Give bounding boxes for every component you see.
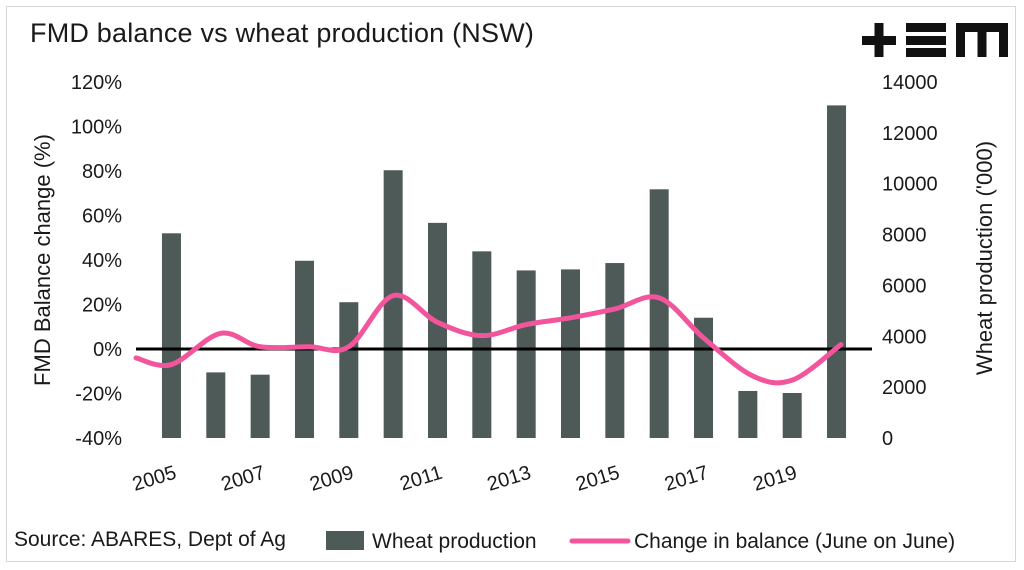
y-right-tick-label: 8000 <box>882 225 927 247</box>
y-left-tick-label: -40% <box>75 428 122 450</box>
x-tick-label: 2015 <box>573 462 622 496</box>
y-right-tick-label: 14000 <box>882 72 938 94</box>
x-tick-label: 2009 <box>307 462 356 496</box>
chart-frame <box>6 6 1016 562</box>
y-right-tick-label: 12000 <box>882 123 938 145</box>
x-tick-label: 2017 <box>662 462 711 496</box>
logo-m-icon <box>956 23 1008 57</box>
legend-label-change-in-balance: Change in balance (June on June) <box>634 530 955 553</box>
bar-2012 <box>472 251 492 438</box>
bar-2007 <box>250 374 270 438</box>
x-tick-label: 2005 <box>130 462 179 496</box>
y-left-tick-label: 20% <box>82 295 122 317</box>
x-tick-label: 2013 <box>485 462 534 496</box>
legend-swatch-wheat-production <box>326 531 364 550</box>
bar-2020 <box>827 105 847 438</box>
y-right-tick-label: 4000 <box>882 326 927 348</box>
y-left-tick-label: -20% <box>75 384 122 406</box>
y-right-tick-label: 2000 <box>882 377 927 399</box>
x-tick-label: 2011 <box>397 462 445 496</box>
bar-2016 <box>649 189 669 438</box>
bar-2013 <box>516 270 536 438</box>
y-right-tick-label: 10000 <box>882 174 938 196</box>
x-tick-label: 2007 <box>219 462 268 496</box>
logo-plus-icon <box>862 23 896 57</box>
y-right-axis-title: Wheat production ('000) <box>972 141 997 375</box>
bar-2014 <box>561 269 581 438</box>
y-left-tick-label: 120% <box>71 72 122 94</box>
bar-2019 <box>782 392 802 438</box>
bar-2018 <box>738 390 758 438</box>
y-left-tick-label: 100% <box>71 117 122 139</box>
y-left-tick-label: 40% <box>82 250 122 272</box>
y-left-tick-label: 60% <box>82 206 122 228</box>
bar-2010 <box>383 170 403 439</box>
chart-title: FMD balance vs wheat production (NSW) <box>30 18 535 48</box>
x-tick-label: 2019 <box>751 462 800 496</box>
bar-2005 <box>161 233 181 438</box>
tem-logo <box>862 23 1008 57</box>
logo-e-icon <box>906 23 946 57</box>
bar-2006 <box>206 372 226 438</box>
bar-2011 <box>427 222 447 438</box>
y-left-tick-label: 80% <box>82 161 122 183</box>
series-line-change-in-balance <box>133 292 844 386</box>
bar-2009 <box>339 302 359 438</box>
y-left-tick-label: 0% <box>93 339 122 361</box>
y-right-tick-label: 6000 <box>882 275 927 297</box>
y-left-axis-title: FMD Balance change (%) <box>30 134 55 386</box>
bar-2015 <box>605 263 625 438</box>
source-note: Source: ABARES, Dept of Ag <box>14 528 286 551</box>
y-right-tick-label: 0 <box>882 428 893 450</box>
legend-label-wheat-production: Wheat production <box>372 530 537 553</box>
